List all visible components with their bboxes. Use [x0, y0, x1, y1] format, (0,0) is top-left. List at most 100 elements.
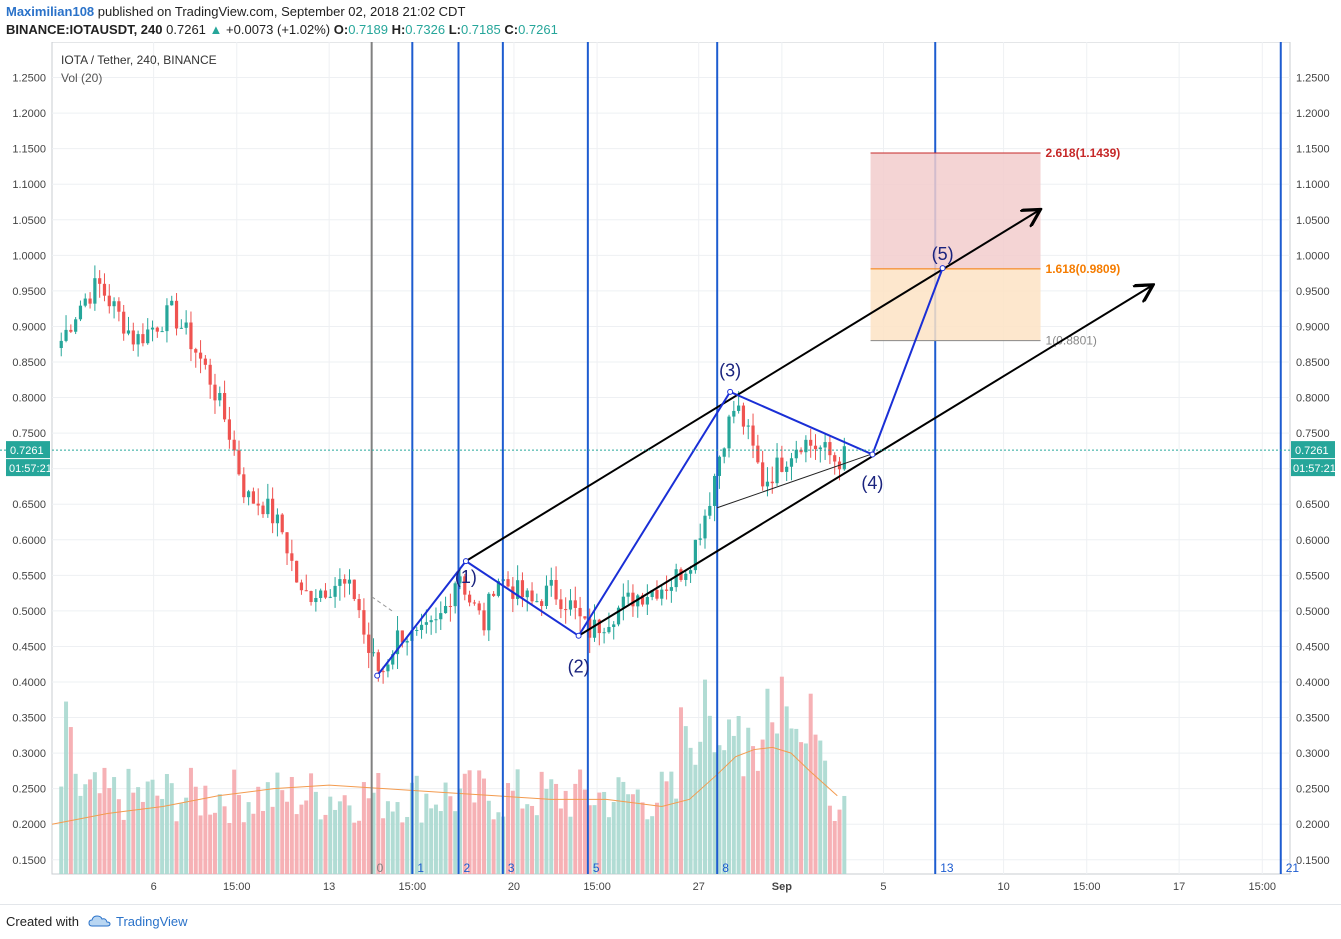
y-tick-label-right: 0.8500 — [1296, 357, 1330, 369]
x-tick-label: Sep — [772, 881, 792, 893]
candle-body — [785, 466, 789, 472]
y-tick-label-left: 0.3500 — [12, 713, 46, 725]
volume-bar — [722, 750, 727, 874]
candle-body — [684, 573, 688, 580]
volume-bar — [842, 795, 847, 874]
volume-bar — [813, 734, 818, 874]
candle-body — [424, 622, 428, 625]
y-tick-label-left: 0.4500 — [12, 641, 46, 653]
volume-bar — [88, 779, 93, 874]
candle-body — [636, 595, 640, 607]
x-tick-label: 15:00 — [223, 881, 251, 893]
y-tick-label-right: 0.8000 — [1296, 393, 1330, 405]
volume-bar — [650, 816, 655, 874]
y-tick-label-right: 0.5000 — [1296, 606, 1330, 618]
y-tick-label-right: 0.4500 — [1296, 641, 1330, 653]
fib-level-label: 1(0.8801) — [1046, 334, 1097, 348]
volume-bar — [102, 767, 107, 874]
volume-bar — [256, 786, 261, 874]
y-tick-label-right: 0.3000 — [1296, 748, 1330, 760]
volume-bar — [265, 782, 270, 874]
triangle-line — [717, 453, 871, 509]
volume-bar — [573, 783, 578, 874]
last-price-tag-left — [6, 441, 50, 459]
countdown-tag-right — [1291, 459, 1335, 477]
x-tick-label: 15:00 — [583, 881, 611, 893]
candle-body — [448, 605, 452, 607]
author-link[interactable]: Maximilian108 — [6, 4, 95, 19]
candle-body — [573, 600, 577, 608]
countdown-tag-right-text: 01:57:21 — [1293, 463, 1336, 475]
candle-body — [780, 457, 784, 472]
chart-header: Maximilian108 published on TradingView.c… — [0, 0, 1341, 42]
volume-bar — [568, 816, 573, 874]
volume-bar — [366, 798, 371, 874]
candle-body — [564, 609, 568, 611]
candle-body — [631, 592, 635, 607]
candle-body — [357, 599, 361, 611]
volume-bar — [438, 811, 443, 874]
volume-bar — [799, 742, 804, 874]
volume-bar — [530, 805, 535, 874]
y-tick-label-left: 0.7500 — [12, 428, 46, 440]
candle-body — [405, 640, 409, 643]
wave-point — [869, 451, 876, 458]
candle-body — [737, 405, 741, 411]
volume-bar — [131, 792, 136, 874]
candle-body — [761, 462, 765, 487]
candle-body — [525, 590, 529, 598]
candle-body — [304, 590, 308, 592]
volume-bar — [155, 795, 160, 874]
volume-bar — [68, 727, 73, 874]
volume-bar — [712, 752, 717, 874]
volume-bar — [803, 743, 808, 874]
volume-bar — [357, 820, 362, 874]
y-tick-label-left: 0.9500 — [12, 286, 46, 298]
volume-bar — [212, 812, 217, 874]
volume-bar — [174, 821, 179, 874]
candle-body — [818, 447, 822, 450]
volume-bar — [188, 767, 193, 874]
wave-label: (3) — [719, 361, 741, 381]
volume-bar — [275, 772, 280, 874]
volume-bar — [429, 808, 434, 874]
candle-body — [74, 319, 78, 332]
candle-body — [261, 505, 265, 515]
wave-point — [939, 265, 946, 272]
candle-body — [775, 457, 779, 484]
candle-body — [391, 654, 395, 665]
volume-bar — [674, 798, 679, 874]
candle-body — [708, 505, 712, 516]
candle-body — [650, 589, 654, 598]
y-tick-label-left: 0.8500 — [12, 357, 46, 369]
volume-bar — [693, 764, 698, 874]
volume-bar — [150, 779, 155, 874]
candle-body — [314, 597, 318, 603]
price-chart[interactable]: 1.2500 1.2500 1.2000 1.2000 1.1500 1.1500 1.10… — [0, 42, 1341, 904]
y-tick-label-right: 1.2000 — [1296, 108, 1330, 120]
candle-body — [770, 481, 774, 484]
low-value: 0.7185 — [460, 22, 501, 37]
candle-body — [674, 569, 678, 588]
volume-bar — [107, 788, 112, 874]
volume-bar — [208, 814, 213, 874]
candle-body — [323, 590, 328, 598]
tradingview-brand-link[interactable]: TradingView — [116, 914, 188, 929]
candle-body — [237, 450, 241, 475]
tradingview-cloud-icon — [88, 915, 111, 927]
candle-body — [64, 329, 68, 341]
volume-bar — [179, 803, 184, 874]
volume-bar — [400, 822, 405, 874]
candle-body — [251, 491, 256, 504]
volume-bar — [554, 783, 559, 874]
candle-body — [102, 283, 107, 296]
candle-body — [266, 498, 270, 515]
y-tick-label-right: 0.2500 — [1296, 784, 1330, 796]
candle-body — [352, 579, 356, 600]
candle-body — [319, 590, 323, 598]
volume-bar — [390, 811, 395, 874]
candle-body — [362, 610, 366, 635]
open-value: 0.7189 — [348, 22, 388, 37]
candle-body — [69, 329, 73, 332]
y-tick-label-left: 1.1500 — [12, 144, 46, 156]
